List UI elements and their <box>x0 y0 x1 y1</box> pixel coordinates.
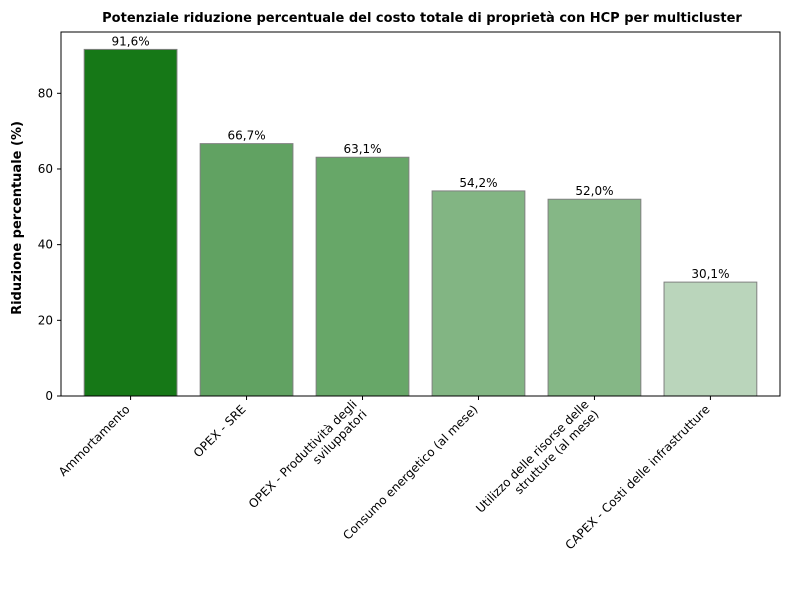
y-tick-label: 20 <box>38 313 53 327</box>
bars-layer: 91,6% 66,7% 63,1% 54,2% 52,0% 30,1% <box>83 34 758 397</box>
data-label: 66,7% <box>227 129 265 143</box>
x-tick-label-line: OPEX - SRE <box>191 402 249 460</box>
y-tick-label: 80 <box>38 86 53 100</box>
y-tick-label: 0 <box>45 389 53 403</box>
x-tick-label: Utilizzo delle risorse dellestrutture (a… <box>473 397 601 525</box>
data-label: 52,0% <box>575 184 613 198</box>
bar <box>315 156 410 397</box>
data-label: 30,1% <box>691 267 729 281</box>
bar <box>199 143 294 397</box>
x-tick-label-line: Utilizzo delle risorse delle <box>473 397 591 515</box>
data-label: 54,2% <box>459 176 497 190</box>
plot-frame <box>60 31 781 397</box>
bar <box>547 198 642 397</box>
bar <box>83 48 178 397</box>
x-tick-label: Ammortamento <box>56 402 133 479</box>
x-tick-label: OPEX - SRE <box>191 402 249 460</box>
bar <box>663 281 758 397</box>
chart-title: Potenziale riduzione percentuale del cos… <box>102 11 742 26</box>
x-tick-label-line: Ammortamento <box>56 402 133 479</box>
x-tick-label-line: strutture (al mese) <box>512 407 602 497</box>
y-axis-label: Riduzione percentuale (%) <box>10 121 25 315</box>
x-tick-label: OPEX - Produttività deglisviluppatori <box>246 397 370 521</box>
bar <box>431 190 526 397</box>
y-tick-label: 60 <box>38 162 53 176</box>
x-tick-label-line: OPEX - Produttività degli <box>246 397 360 511</box>
y-tick-label: 40 <box>38 238 53 252</box>
data-label: 63,1% <box>343 142 381 156</box>
data-label: 91,6% <box>112 34 150 48</box>
